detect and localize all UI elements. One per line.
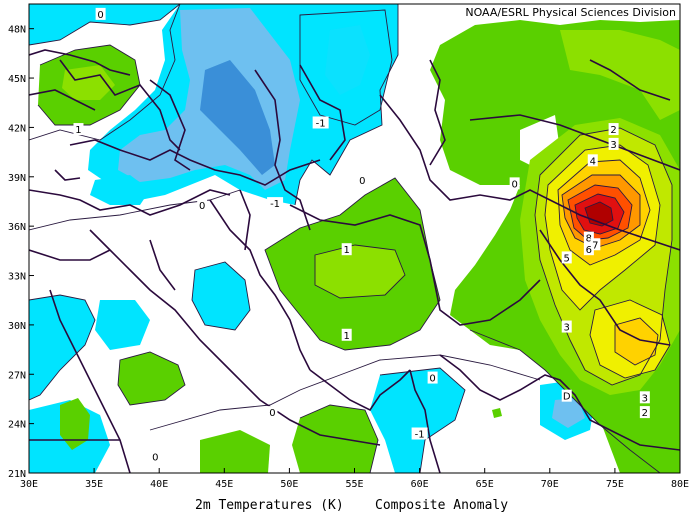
warm-region-small [492,408,502,418]
contour-label: 2 [642,408,648,419]
lat-tick-label: 36N [8,222,26,233]
contour-label: 1 [344,245,350,256]
contour-label-background [608,123,619,136]
contour-label: 4 [590,156,596,167]
lon-tick-label: 30E [20,479,38,490]
contour-label-background [608,137,619,150]
contour-label: 0 [511,179,517,190]
contour-label-background [357,174,368,187]
contour-label: -1 [270,199,280,210]
contour-label: 7 [592,240,598,251]
lon-tick-label: 70E [541,479,559,490]
lon-tick-label: 75E [606,479,624,490]
warm-region-oman [292,405,378,473]
contour-label: 1 [75,125,81,136]
lon-tick-label: 60E [411,479,429,490]
cold-region-blacksea [90,175,150,205]
caption-variable: 2m Temperatures (K) [195,498,344,513]
contour-label-background [197,198,208,211]
lat-tick-label: 39N [8,173,26,184]
contour-label-background [639,406,650,419]
contour-label-background [561,320,572,333]
contour-label-background [95,7,106,20]
contour-label-background [267,197,284,210]
lon-tick-label: 65E [476,479,494,490]
warm-region-ukraine-core [62,65,115,100]
contour-label-background [411,427,428,440]
contour-labels: 0 1 -1 -1 0 0 1 1 0 0 -1 0 0 2 3 4 876 5 3 D 3 2 [73,7,650,464]
contour-label: 1 [344,331,350,342]
contour-label: 3 [564,323,570,334]
contour-label: 8 [586,234,592,245]
contour-label-background [583,231,594,244]
caption-type: Composite Anomaly [375,498,508,513]
contour-label: 0 [97,10,103,21]
warm-region-iran-core [315,245,405,298]
contour-label: -1 [415,430,425,441]
lon-tick-label: 50E [280,479,298,490]
contour-label-background [427,371,438,384]
warm-region-arabia [118,352,185,405]
lon-tick-label: 40E [150,479,168,490]
contour-label: 0 [359,176,365,187]
contour-label: 6 [586,245,592,256]
contour-label: -1 [316,118,326,129]
lon-tick-label: 45E [215,479,233,490]
lat-tick-label: 27N [8,370,26,381]
contour-label-background [341,243,352,256]
credit-text: NOAA/ESRL Physical Sciences Division [465,6,676,19]
cold-region-arabian-sea [370,368,465,473]
warm-region-india-south [600,420,680,473]
credit-background [440,5,679,20]
warm-region-sudan [60,398,90,450]
lat-tick-label: 48N [8,25,26,36]
contour-label-background [590,238,601,251]
contour-label: 0 [269,408,275,419]
contour-label-background [583,243,594,256]
cold-region-saudi [95,300,150,350]
contour-label: D [563,392,571,403]
lat-tick-label: 21N [8,469,26,480]
contour-label-background [639,391,650,404]
contour-label: 0 [199,201,205,212]
contour-label-background [509,177,520,190]
contour-label: 5 [564,253,570,264]
cold-region-caspian-deep [200,60,275,175]
borders [29,49,680,473]
contour-label: 3 [610,140,616,151]
contour-label-background [341,328,352,341]
contour-label: 0 [429,374,435,385]
lat-tick-label: 45N [8,74,26,85]
contour-label: 3 [642,393,648,404]
contour-label: 0 [152,453,158,464]
cold-region-egypt [29,295,95,400]
lat-tick-label: 24N [8,420,26,431]
cold-region-nw [29,4,180,45]
contour-label-background [150,450,161,463]
cold-region-aral-ring [300,10,392,125]
lon-tick-label: 35E [85,479,103,490]
contour-label-background [561,389,572,402]
lon-tick-label: 55E [345,479,363,490]
cold-region-iraq [192,262,250,330]
axis-ticks: 30E 35E 40E 45E 50E 55E 60E 65E 70E 75E 80E 48N 45N 4… [8,25,689,490]
contour-label-background [561,251,572,264]
contour-label-background [267,406,278,419]
warm-level-4-south [615,318,658,365]
contour-label-background [73,123,84,136]
lat-tick-label: 33N [8,272,26,283]
lat-tick-label: 42N [8,123,26,134]
cold-region-bay-core [552,398,585,428]
lon-tick-label: 80E [671,479,689,490]
contour-label-background [587,154,598,167]
warm-region-yemen [200,430,270,473]
contour-label: 2 [610,125,616,136]
warm-level-1-5 [560,30,680,120]
contour-label-background [312,116,329,129]
lat-tick-label: 30N [8,321,26,332]
